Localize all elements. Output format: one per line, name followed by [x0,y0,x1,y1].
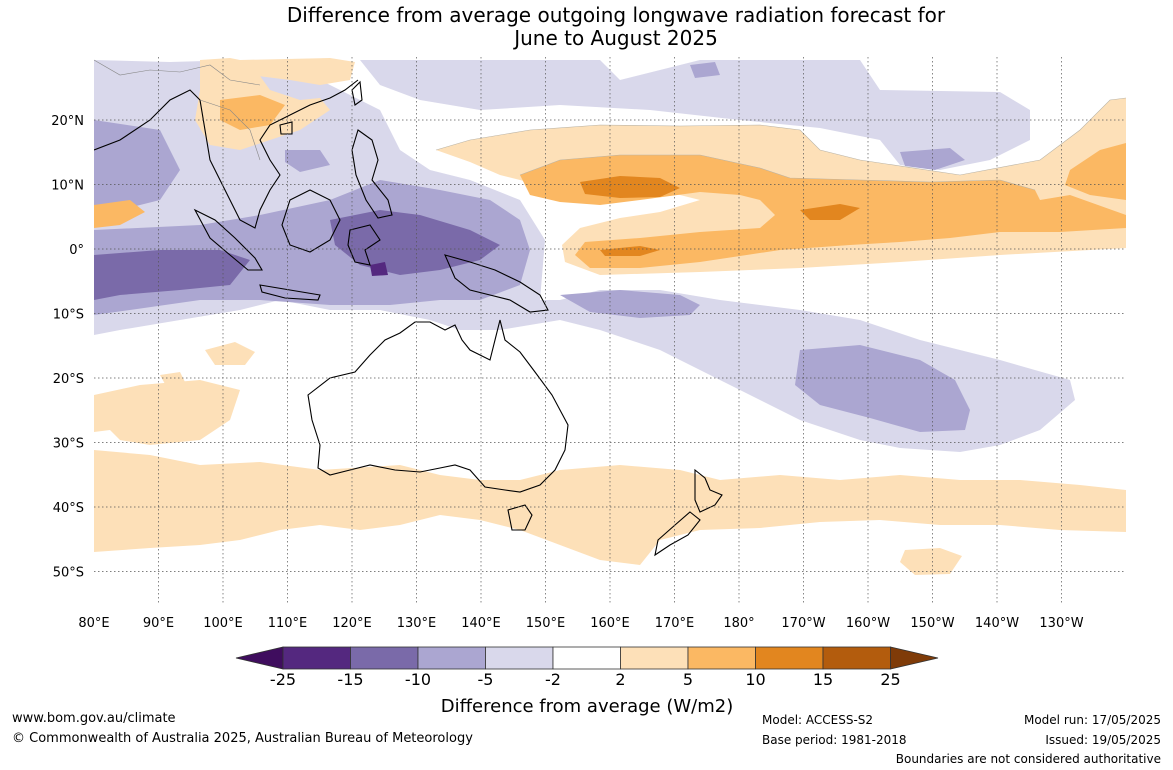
new-zealand-coastline [654,468,723,557]
colorbar-swatch [755,646,824,670]
copyright-text: © Commonwealth of Australia 2025, Austra… [12,731,473,746]
new-guinea-coastline [444,254,549,313]
longitude-label: 170°E [655,616,695,631]
colorbar-swatch [485,646,554,670]
longitude-label: 130°W [1039,616,1083,631]
anomaly-region-light-purple-north [360,60,1030,170]
longitude-label: 140°W [975,616,1019,631]
taiwan-coastline [351,80,363,106]
longitude-labels: 80°E 90°E 100°E 110°E 120°E 130°E 140°E 150°E 16… [78,616,1083,631]
latitude-label: 40°S [53,501,84,516]
anomaly-region-orange-indian [94,200,145,228]
colorbar-tick-label: -10 [404,670,432,689]
borneo-coastline [281,189,341,253]
longitude-label: 90°E [143,616,174,631]
latitude-label: 10°N [51,179,84,194]
longitude-label: 110°E [268,616,308,631]
anomaly-region-dark-purple [94,210,500,300]
anomaly-region-orange-asia-inner [220,95,285,130]
colorbar-tick-label: -25 [269,670,297,689]
base-period-text: Base period: 1981-2018 [762,733,907,747]
contour-lines [435,97,1126,191]
latitude-label: 30°S [53,437,84,452]
australia-coastline [307,319,569,493]
colorbar-tick-label: 5 [682,670,694,689]
longitude-label: 100°E [203,616,243,631]
longitude-label: 140°E [461,616,501,631]
latitude-label: 0° [69,243,84,258]
longitude-label: 180° [723,616,754,631]
longitude-label: 80°E [78,616,109,631]
java-coastline [259,284,321,301]
border-line [94,59,261,161]
sulawesi-coastline [347,224,381,266]
colorbar-swatch [282,646,351,670]
latitude-label: 20°N [51,114,84,129]
map-area [94,57,1126,605]
longitude-label: 160°E [590,616,630,631]
latitude-label: 50°S [53,566,84,581]
map-title: Difference from average outgoing longwav… [0,4,1173,50]
colorbar-tick-label: 2 [615,670,626,689]
anomaly-region-orange-east [1065,143,1126,200]
colorbar-tick-label: -5 [477,670,494,689]
philippines-coastline [351,129,393,219]
colorbar-swatch [417,646,486,670]
positive-anomaly-shading [94,58,1126,575]
colorbar-swatch [552,646,621,670]
anomaly-region-dark-orange [580,176,860,256]
colorbar-tick-label: -15 [337,670,364,689]
colorbar-swatch [687,646,756,670]
anomaly-region-deepest-purple [370,262,388,276]
colorbar-title: Difference from average (W/m2) [440,696,734,717]
longitude-label: 150°E [526,616,566,631]
colorbar-tick-label: 15 [812,670,834,689]
contour-line [435,97,1126,176]
coastlines [94,79,723,557]
longitude-label: 150°W [910,616,954,631]
title-line-1: Difference from average outgoing longwav… [286,3,946,27]
colorbar-swatch [620,646,689,670]
colorbar [235,646,939,670]
colorbar-tick-label: 10 [745,670,766,689]
longitude-label: 160°W [846,616,890,631]
contour-line [519,154,1036,191]
country-borders [94,59,261,161]
colorbar-tick-label: -2 [545,670,561,689]
tasmania-coastline [507,504,533,531]
latitude-label: 20°S [53,372,84,387]
latitude-labels: 20°N 10°N 0° 10°S 20°S 30°S 40°S 50°S [51,114,84,581]
title-line-2: June to August 2025 [514,26,718,50]
colorbar-extend-high [890,646,939,670]
asia-mainland-coastline [94,79,359,229]
model-text: Model: ACCESS-S2 [762,713,874,727]
longitude-label: 120°E [332,616,372,631]
latitude-label: 10°S [53,308,84,323]
website-link[interactable]: www.bom.gov.au/climate [12,711,176,726]
colorbar-swatch [350,646,419,670]
longitude-label: 170°W [781,616,825,631]
colorbar-extend-low [235,646,284,670]
sumatra-coastline [193,208,263,271]
anomaly-region-light-orange-southern [94,380,1126,565]
anomaly-region-mid-purple-south [795,345,970,432]
model-run-text: Model run: 17/05/2025 [1023,713,1161,727]
disclaimer-text: Boundaries are not considered authoritat… [895,752,1161,766]
hainan-coastline [279,121,293,135]
colorbar-tick-label: 25 [880,670,901,689]
issued-text: Issued: 19/05/2025 [1045,733,1161,747]
graticule [94,57,1126,605]
longitude-label: 130°E [397,616,437,631]
colorbar-swatch [822,646,891,670]
